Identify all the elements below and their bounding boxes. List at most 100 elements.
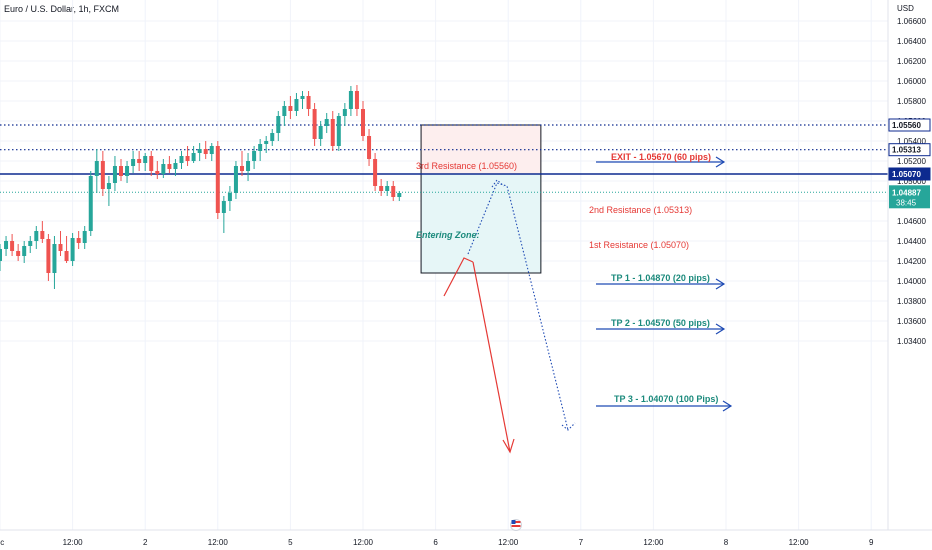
us-flag-stripe-2 — [511, 525, 521, 527]
candle-body-57 — [342, 109, 347, 116]
candle-body-4 — [22, 246, 27, 256]
x-tick-label-10: 8 — [724, 538, 729, 547]
current-price-countdown: 38:45 — [896, 198, 917, 207]
level-badge-label-2: 1.05070 — [892, 170, 921, 179]
level-badge-2 — [888, 167, 931, 181]
candle-body-37 — [221, 201, 226, 213]
y-tick-label-6: 1.05400 — [897, 137, 926, 146]
scenario-arrow-head — [561, 422, 576, 431]
third-resistance-label: 3rd Resistance (1.05560) — [416, 161, 517, 171]
candle-body-0 — [0, 249, 2, 261]
candle-body-13 — [76, 238, 81, 243]
candle-body-25 — [149, 156, 154, 171]
y-tick-label-14: 1.03800 — [897, 297, 926, 306]
candle-body-46 — [276, 116, 281, 133]
us-flag-canton — [511, 520, 516, 524]
second-resistance-label: 2nd Resistance (1.05313) — [589, 205, 692, 215]
candle-body-20 — [119, 166, 123, 176]
candle-body-66 — [397, 193, 402, 197]
candle-body-23 — [137, 159, 142, 163]
currency-label: USD — [897, 4, 914, 13]
candle-body-27 — [161, 164, 166, 174]
candle-body-22 — [131, 159, 136, 166]
candle-body-7 — [40, 231, 45, 239]
y-tick-label-3: 1.06000 — [897, 77, 926, 86]
candle-body-28 — [167, 164, 172, 169]
candle-body-41 — [246, 161, 251, 171]
level-badge-label-1: 1.05313 — [892, 146, 921, 155]
y-tick-label-10: 1.04600 — [897, 217, 926, 226]
first-resistance-label: 1st Resistance (1.05070) — [589, 240, 689, 250]
y-tick-label-0: 1.06600 — [897, 17, 926, 26]
candle-body-26 — [155, 171, 160, 174]
x-tick-label-3: 12:00 — [208, 538, 229, 547]
candle-body-33 — [197, 149, 202, 153]
candle-body-48 — [288, 106, 293, 111]
y-tick-label-11: 1.04400 — [897, 237, 926, 246]
candle-body-1 — [4, 241, 9, 249]
candle-body-9 — [52, 244, 57, 273]
x-tick-label-6: 6 — [433, 538, 438, 547]
candle-body-56 — [336, 116, 341, 146]
candle-body-36 — [215, 146, 220, 213]
exit-arrow-head — [715, 156, 726, 168]
chart-title: Euro / U.S. Dollar, 1h, FXCM — [4, 4, 120, 14]
candle-body-29 — [173, 163, 178, 169]
candle-body-59 — [354, 91, 359, 109]
candle-body-17 — [100, 161, 105, 189]
candle-body-47 — [282, 106, 287, 116]
y-tick-label-4: 1.05800 — [897, 97, 926, 106]
candle-body-35 — [209, 146, 214, 154]
candle-body-14 — [82, 231, 87, 243]
us-flag-stripe-1 — [511, 521, 521, 523]
tp2-arrow-head — [715, 323, 726, 335]
x-tick-label-12: 9 — [869, 538, 874, 547]
candle-body-44 — [264, 141, 269, 144]
candle-body-24 — [143, 156, 148, 163]
candle-body-58 — [348, 91, 353, 109]
level-badge-label-0: 1.05560 — [892, 121, 921, 130]
candle-body-55 — [330, 119, 335, 146]
candle-body-39 — [233, 166, 238, 193]
tp2-label: TP 2 - 1.04570 (50 pips) — [611, 318, 710, 328]
candle-body-32 — [191, 153, 196, 161]
candle-body-65 — [391, 186, 396, 197]
level-badge-1 — [888, 143, 931, 157]
candle-body-30 — [179, 156, 184, 163]
y-tick-label-7: 1.05200 — [897, 157, 926, 166]
candle-body-11 — [64, 251, 69, 261]
candle-body-38 — [227, 193, 232, 201]
current-price-badge — [889, 185, 930, 209]
position-profit-zone — [421, 174, 541, 273]
tp1-arrow-head — [715, 278, 726, 290]
x-tick-label-1: 12:00 — [63, 538, 84, 547]
y-tick-label-1: 1.06400 — [897, 37, 926, 46]
candle-body-62 — [373, 159, 378, 186]
y-tick-label-2: 1.06200 — [897, 57, 926, 66]
candle-body-34 — [203, 149, 208, 154]
entering-zone-label: Entering Zone: — [416, 230, 480, 240]
candle-body-61 — [367, 136, 372, 159]
candle-body-21 — [125, 166, 130, 176]
x-tick-label-4: 5 — [288, 538, 293, 547]
tp1-label: TP 1 - 1.04870 (20 pips) — [611, 273, 710, 283]
candle-body-53 — [318, 126, 323, 139]
candle-body-5 — [28, 241, 33, 246]
level-badge-0 — [888, 118, 931, 132]
candle-body-43 — [258, 144, 263, 151]
candle-body-42 — [252, 151, 257, 161]
candle-body-19 — [112, 166, 117, 183]
candle-body-49 — [294, 99, 299, 111]
candle-body-6 — [34, 231, 39, 241]
y-tick-label-16: 1.03400 — [897, 337, 926, 346]
candle-body-2 — [10, 241, 15, 251]
y-tick-label-15: 1.03600 — [897, 317, 926, 326]
candle-body-50 — [300, 96, 305, 99]
candle-body-16 — [94, 161, 99, 176]
candle-body-8 — [46, 239, 51, 273]
candle-body-10 — [58, 244, 63, 251]
price-axis-bg — [888, 0, 932, 550]
tp3-arrow-head — [722, 400, 733, 412]
